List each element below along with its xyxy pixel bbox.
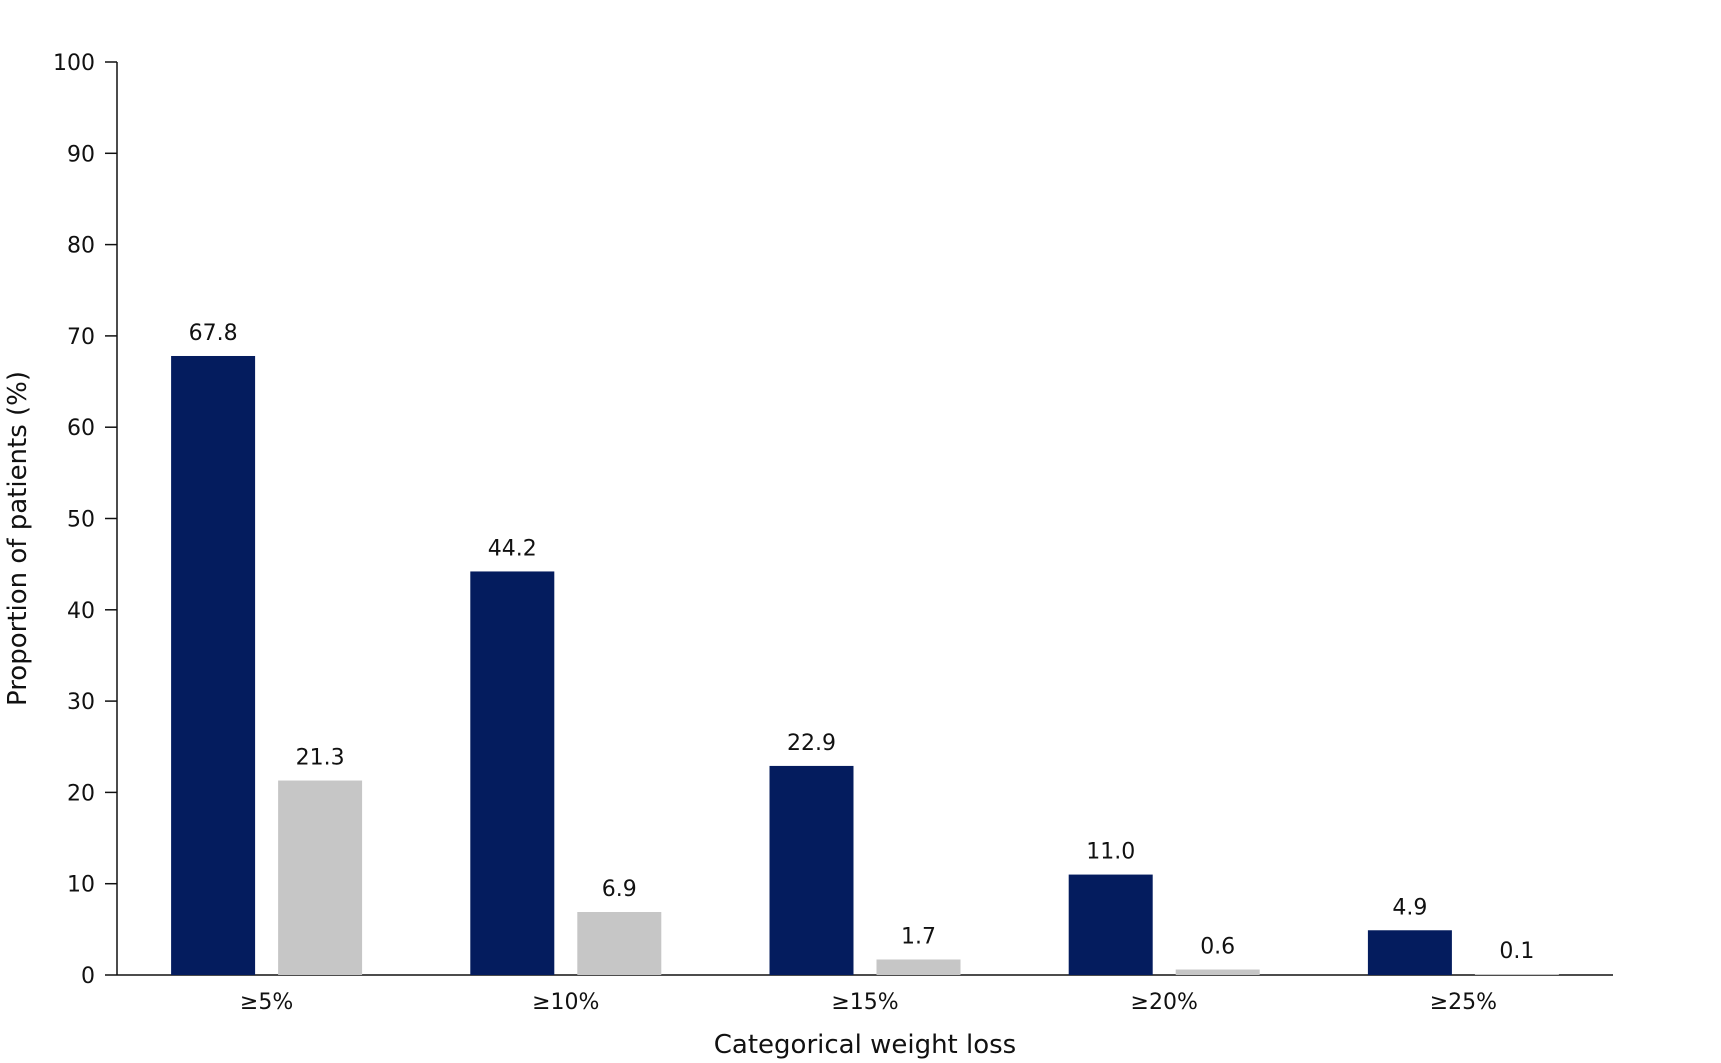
y-tick-label: 0 [81, 964, 95, 989]
bar-1-1 [171, 355, 256, 976]
bar-2-1 [278, 780, 363, 975]
data-label-1-5: 4.9 [1392, 895, 1427, 920]
x-axis-title: Categorical weight loss [714, 1030, 1016, 1060]
y-tick-label: 50 [67, 508, 95, 533]
data-label-2-3: 1.7 [901, 924, 936, 949]
y-tick-label: 90 [67, 142, 95, 167]
bar-2-2 [577, 912, 662, 975]
bar-1-5 [1367, 930, 1452, 975]
x-tick-label: ≥20% [1131, 990, 1198, 1015]
bar-labels: 67.8 21.3 44.2 6.9 22.9 1.7 11.0 0.6 4.9 0.1 [189, 321, 1535, 964]
y-ticks: 0 10 20 30 40 50 60 70 80 90 100 [53, 51, 117, 989]
x-tick-label: ≥25% [1430, 990, 1497, 1015]
bars [171, 355, 1559, 976]
x-tick-label: ≥5% [240, 990, 293, 1015]
y-tick-label: 40 [67, 599, 95, 624]
x-tick-label: ≥10% [532, 990, 599, 1015]
bar-1-4 [1068, 874, 1153, 975]
bar-2-4 [1175, 969, 1260, 975]
data-label-1-1: 67.8 [189, 321, 238, 346]
data-label-1-3: 22.9 [787, 731, 836, 756]
x-tick-label: ≥15% [831, 990, 898, 1015]
data-label-2-4: 0.6 [1200, 935, 1235, 960]
y-tick-label: 100 [53, 51, 95, 76]
y-tick-label: 80 [67, 234, 95, 259]
data-label-1-4: 11.0 [1086, 840, 1135, 865]
y-tick-label: 10 [67, 873, 95, 898]
y-axis-title: Proportion of patients (%) [3, 371, 33, 706]
bar-1-2 [470, 571, 555, 975]
bar-2-5 [1474, 974, 1559, 975]
bar-1-3 [769, 765, 854, 975]
y-tick-label: 60 [67, 416, 95, 441]
y-tick-label: 70 [67, 325, 95, 350]
y-tick-label: 20 [67, 781, 95, 806]
data-label-2-1: 21.3 [296, 746, 345, 771]
y-tick-label: 30 [67, 690, 95, 715]
data-label-2-5: 0.1 [1499, 939, 1534, 964]
x-ticks: ≥5% ≥10% ≥15% ≥20% ≥25% [240, 990, 1497, 1015]
bar-2-3 [876, 959, 961, 975]
data-label-1-2: 44.2 [488, 536, 537, 561]
data-label-2-2: 6.9 [602, 877, 637, 902]
